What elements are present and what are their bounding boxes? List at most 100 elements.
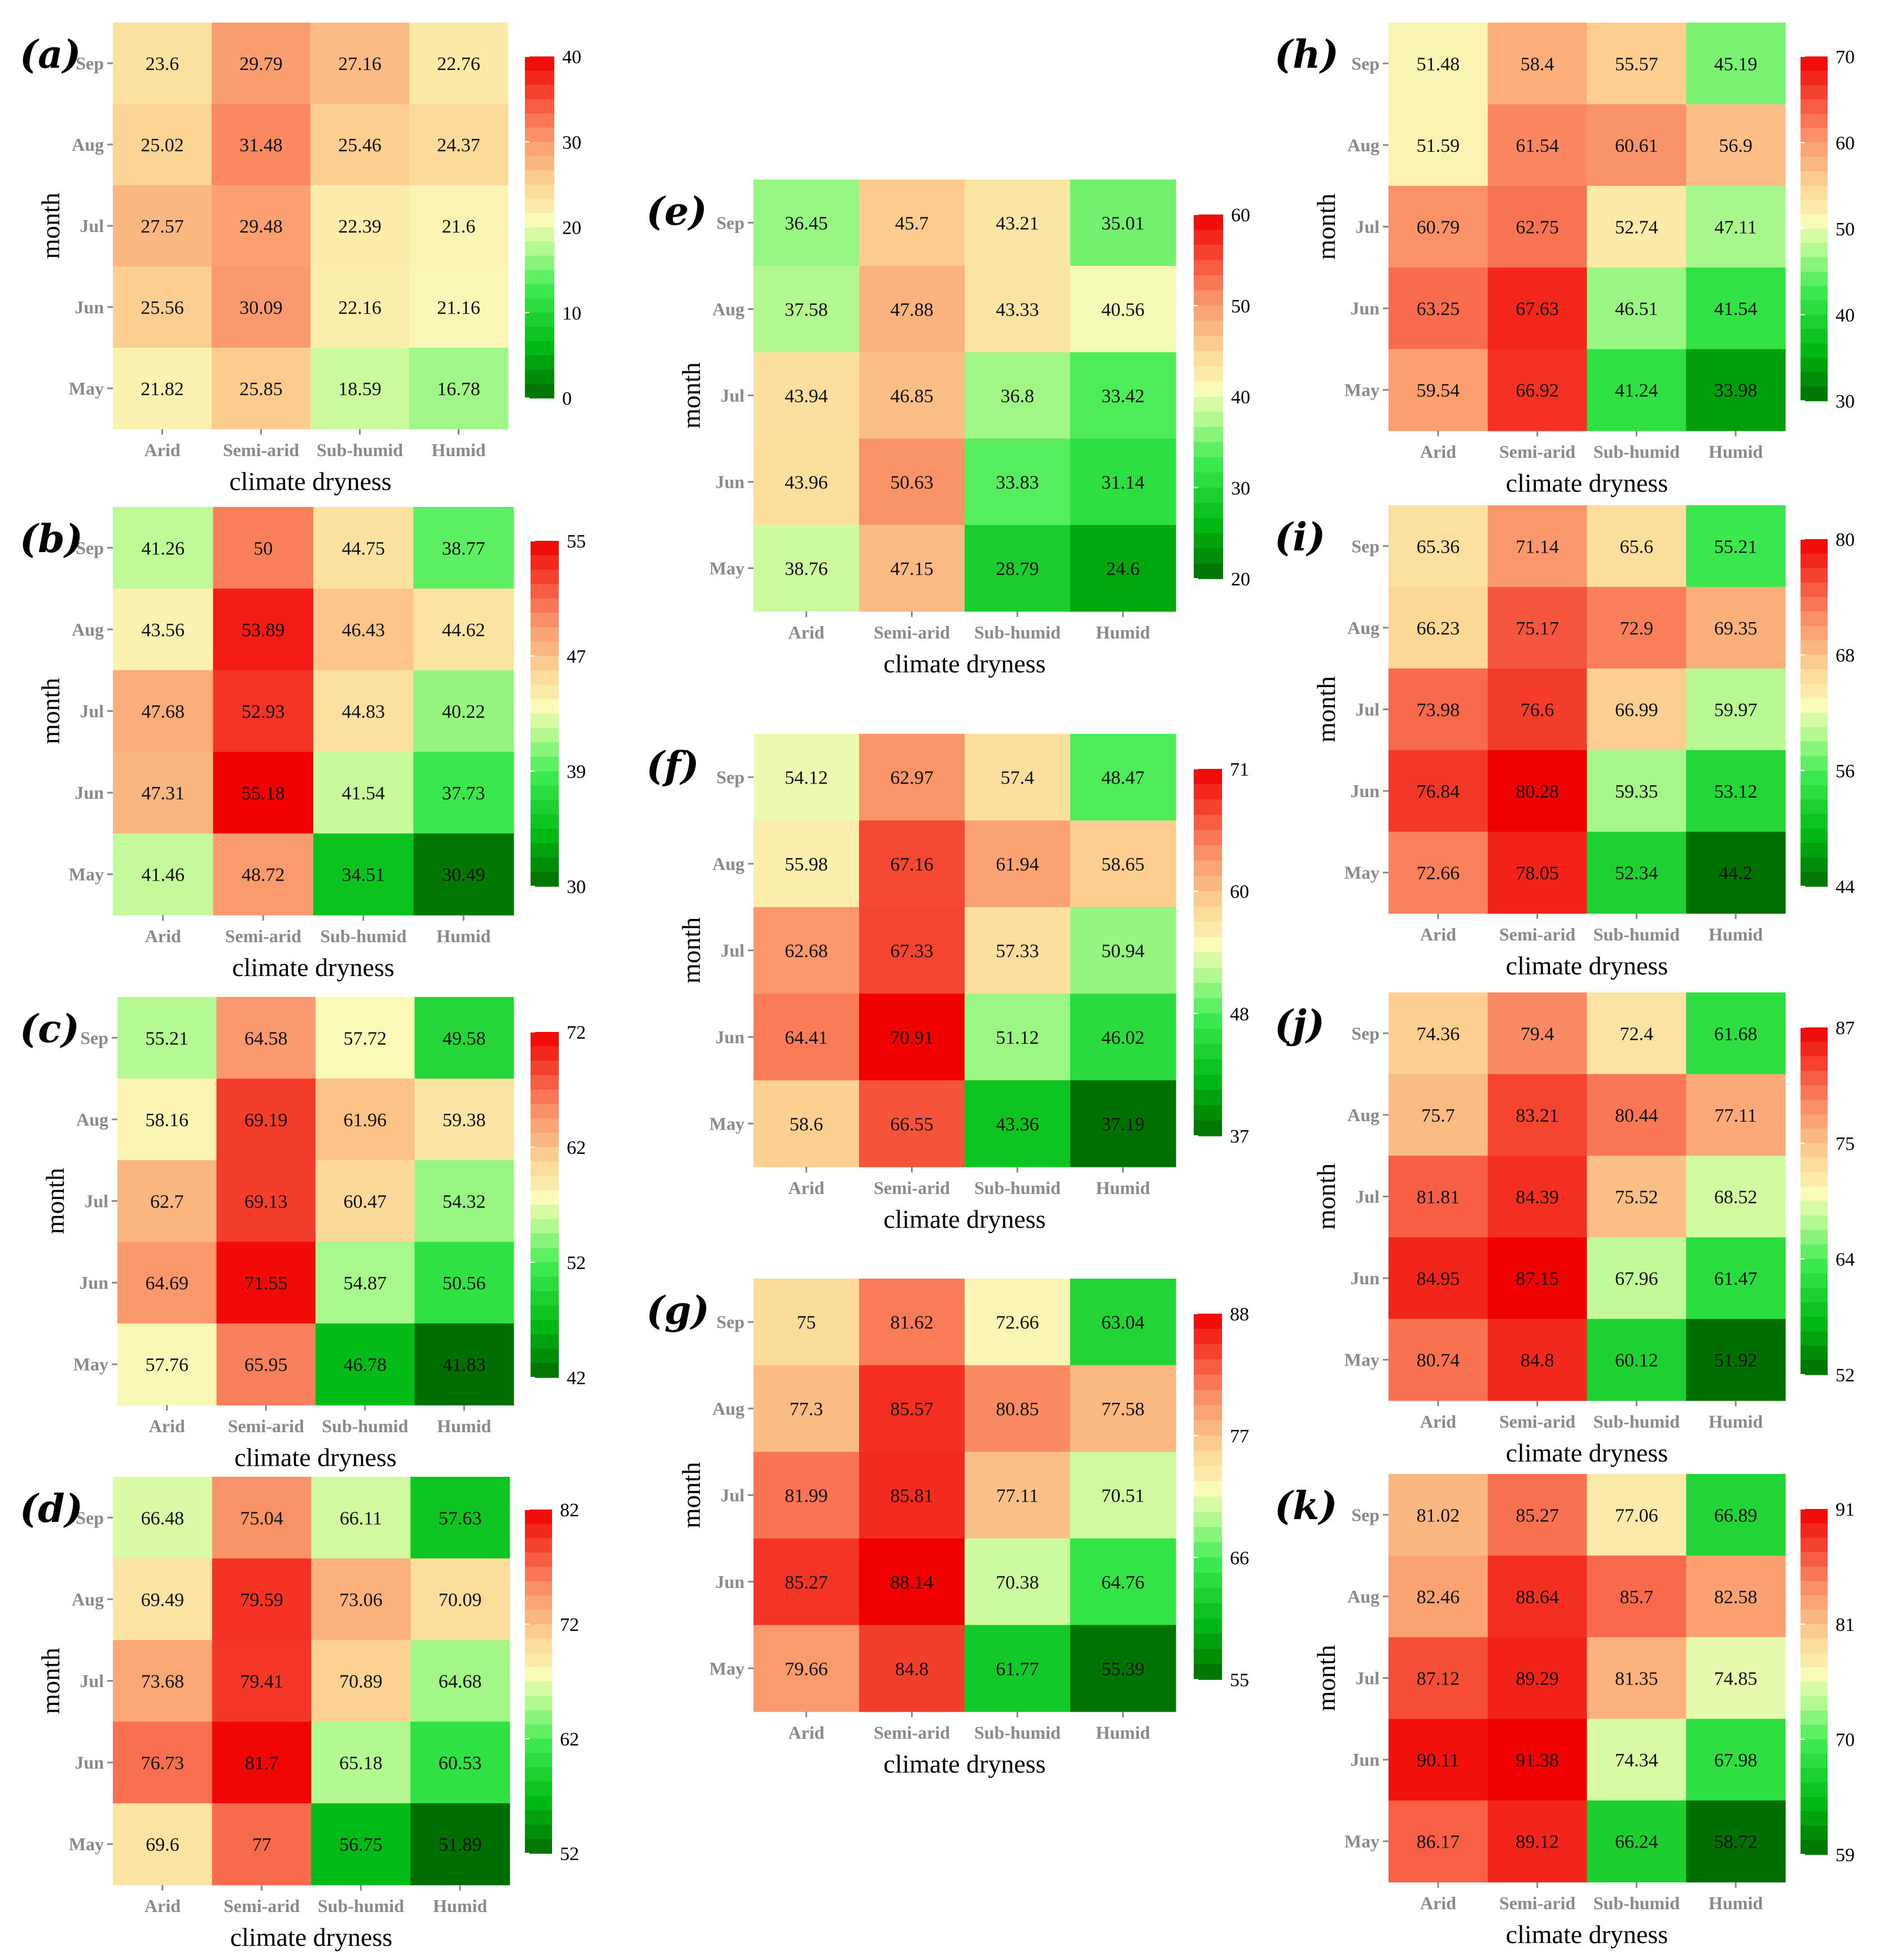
legend-swatch: [1801, 300, 1828, 316]
y-axis-title: month: [36, 678, 65, 745]
legend-swatch: [531, 1349, 559, 1364]
heatmap-cell: [117, 997, 217, 1079]
heatmap-cell: [1389, 1074, 1488, 1156]
legend-swatch: [531, 541, 559, 556]
heatmap-cell: [213, 507, 314, 589]
legend-tick-label: 0: [562, 388, 572, 409]
cell-value-label: 50.94: [1101, 941, 1145, 962]
cell-value-label: 75.04: [240, 1508, 283, 1529]
heatmap-cell: [1070, 734, 1176, 821]
cell-value-label: 67.16: [890, 854, 934, 875]
legend-tick-label: 77: [1230, 1426, 1249, 1447]
cell-value-label: 54.12: [785, 768, 828, 789]
legend-swatch: [531, 656, 559, 671]
heatmap-panel: 41.26 50 44.75 38.77 43.56 53.89 46.43 44.62 47.…: [20, 507, 586, 982]
heatmap-cell: [216, 1160, 316, 1243]
month-tick-label: Jun: [75, 1752, 104, 1773]
cell-value-label: 46.51: [1615, 299, 1658, 320]
heatmap-panel: 81.02 85.27 77.06 66.89 82.46 88.64 85.7 82.58 8…: [1274, 1474, 1855, 1949]
cell-value-label: 81.99: [785, 1486, 828, 1507]
legend-tick-label: 70: [1836, 1730, 1855, 1751]
legend-swatch: [525, 1796, 552, 1811]
month-tick-label: Jul: [720, 940, 744, 961]
cell-value-label: 55.18: [242, 783, 285, 804]
legend-swatch: [1801, 1768, 1828, 1783]
legend-swatch: [525, 184, 554, 199]
cell-value-label: 45.19: [1714, 54, 1758, 75]
legend-swatch: [531, 756, 559, 772]
heatmap-cell: [859, 1625, 965, 1712]
heatmap-cell: [1587, 104, 1687, 186]
legend-swatch: [1801, 200, 1828, 215]
month-tick-label: Aug: [76, 1109, 108, 1130]
heatmap-cell: [1587, 832, 1687, 914]
legend-swatch: [1194, 244, 1223, 261]
cell-value-label: 72.4: [1620, 1023, 1654, 1044]
heatmap-cell: [117, 1078, 217, 1161]
month-tick-label: Jul: [1355, 217, 1379, 237]
panel-letter: (e): [646, 189, 707, 234]
cell-value-label: 66.89: [1714, 1505, 1758, 1526]
legend-swatch: [1801, 99, 1828, 115]
cell-value-label: 41.54: [1714, 299, 1758, 320]
cell-value-label: 59.97: [1714, 700, 1758, 721]
cell-value-label: 89.12: [1516, 1832, 1559, 1853]
heatmap-cell: [1587, 23, 1687, 105]
dryness-tick-label: Sub-humid: [322, 1416, 408, 1436]
cell-value-label: 64.69: [146, 1273, 189, 1294]
panel-letter: (d): [20, 1486, 83, 1532]
cell-value-label: 76.6: [1521, 700, 1554, 721]
cell-value-label: 77.11: [1715, 1105, 1757, 1126]
legend-swatch: [1194, 830, 1222, 846]
legend-swatch: [1801, 727, 1828, 742]
legend-swatch: [525, 1825, 552, 1840]
legend-tick-label: 30: [1231, 478, 1250, 499]
heatmap-cell: [1487, 104, 1588, 186]
cell-value-label: 60.79: [1417, 217, 1460, 238]
heatmap-cell: [754, 1279, 860, 1366]
legend-swatch: [1194, 487, 1223, 504]
cell-value-label: 60.61: [1615, 135, 1658, 156]
legend-tick-label: 70: [1836, 47, 1855, 68]
legend-swatch: [531, 785, 559, 800]
cell-value-label: 40.56: [1101, 300, 1145, 321]
cell-value-label: 70.89: [339, 1672, 383, 1692]
heatmap-cell: [1686, 505, 1786, 588]
dryness-tick-label: Semi-arid: [1499, 924, 1575, 944]
x-axis-title: climate dryness: [232, 953, 394, 982]
heatmap-cell: [212, 1721, 312, 1804]
dryness-tick-label: Semi-arid: [1499, 1411, 1575, 1432]
cell-value-label: 81.02: [1417, 1505, 1460, 1526]
cell-value-label: 83.21: [1516, 1105, 1559, 1126]
legend-swatch: [531, 1176, 559, 1191]
cell-value-label: 69.6: [146, 1835, 179, 1856]
month-tick-label: Jun: [79, 1272, 108, 1293]
legend-swatch: [1801, 843, 1828, 858]
cell-value-label: 58.4: [1521, 54, 1554, 75]
cell-value-label: 72.9: [1620, 618, 1654, 639]
legend-swatch: [1801, 1331, 1828, 1346]
legend-swatch: [1801, 553, 1828, 569]
heatmap-cell: [410, 1640, 510, 1722]
month-tick-label: Sep: [716, 1312, 744, 1332]
legend-swatch: [1801, 156, 1828, 172]
month-tick-label: Jul: [720, 1485, 744, 1506]
x-axis-title: climate dryness: [1506, 469, 1668, 497]
dryness-tick-label: Sub-humid: [1593, 1411, 1680, 1432]
legend-swatch: [531, 641, 559, 657]
legend-swatch: [1194, 1603, 1222, 1619]
heatmap-cell: [1686, 267, 1786, 349]
cell-value-label: 81.7: [245, 1753, 279, 1774]
legend-swatch: [525, 1739, 552, 1754]
legend-tick-label: 62: [567, 1138, 586, 1158]
cell-value-label: 25.02: [141, 135, 184, 156]
legend-swatch: [1801, 1624, 1828, 1639]
heatmap-cell: [410, 1558, 510, 1640]
panel-letter: (a): [20, 32, 81, 77]
cell-value-label: 41.54: [342, 783, 386, 804]
heatmap-cell: [965, 180, 1071, 266]
legend-swatch: [1801, 1595, 1828, 1611]
legend-swatch: [1801, 1259, 1828, 1274]
month-tick-label: Jun: [1350, 1749, 1379, 1770]
legend-swatch: [1801, 1128, 1828, 1144]
